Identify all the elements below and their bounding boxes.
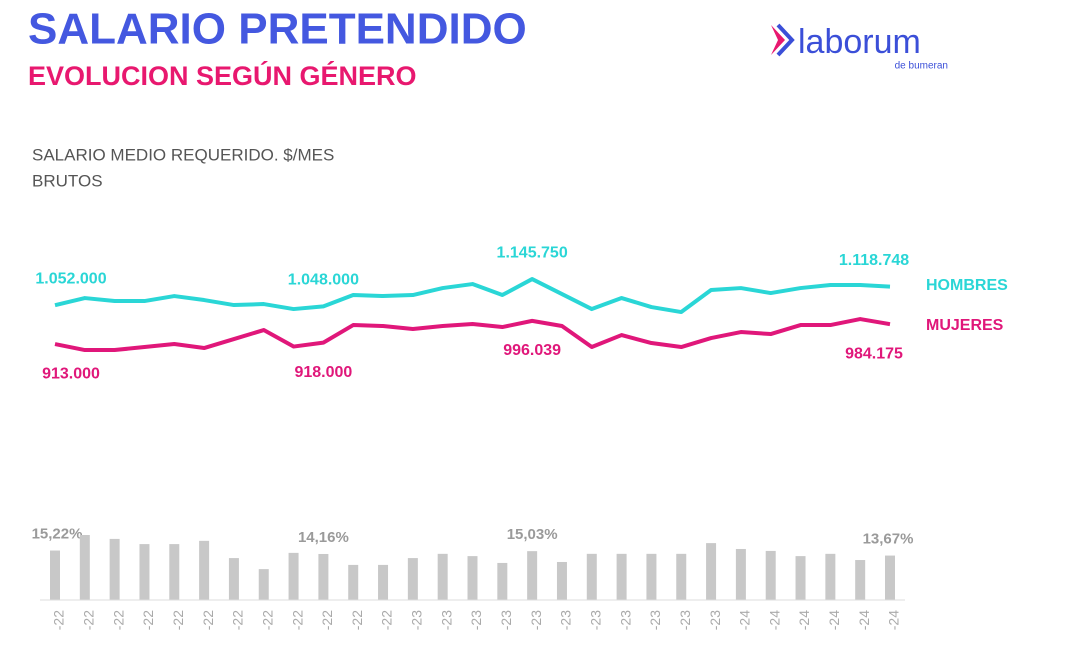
bar — [79, 535, 90, 600]
bar — [527, 551, 538, 600]
bar — [556, 561, 567, 600]
x-tick-label: -23 — [647, 610, 663, 630]
bar — [735, 548, 746, 600]
x-tick-label: -22 — [379, 610, 395, 630]
bar — [616, 553, 627, 600]
bar — [199, 540, 210, 600]
x-tick-label: -22 — [51, 610, 67, 630]
bar — [258, 569, 269, 600]
data-label: 1.048.000 — [288, 272, 359, 289]
bar — [407, 558, 418, 600]
bar — [706, 543, 717, 600]
bar-label: 15,22% — [32, 526, 83, 543]
logo-icon — [771, 25, 785, 55]
x-tick-label: -24 — [796, 610, 812, 630]
data-label: 984.175 — [845, 345, 903, 362]
chart-subtitle: EVOLUCION SEGÚN GÉNERO — [28, 60, 417, 91]
x-tick-label: -22 — [349, 610, 365, 630]
bar — [50, 550, 60, 600]
bar-label: 13,67% — [863, 531, 914, 548]
x-tick-label: -24 — [737, 610, 753, 630]
bar — [139, 544, 150, 600]
x-tick-label: -23 — [617, 610, 633, 630]
data-label: 913.000 — [42, 365, 100, 382]
bar — [348, 564, 359, 600]
y-axis-label: SALARIO MEDIO REQUERIDO. $/MES — [32, 145, 334, 164]
x-tick-label: -23 — [528, 610, 544, 630]
x-tick-label: -23 — [498, 610, 514, 630]
bar — [288, 552, 299, 600]
x-tick-label: -22 — [289, 610, 305, 630]
bar — [855, 560, 866, 600]
bar — [497, 562, 508, 600]
x-tick-label: -23 — [438, 610, 454, 630]
x-tick-label: -23 — [558, 610, 574, 630]
bar — [467, 556, 478, 600]
data-label: 1.118.748 — [839, 252, 909, 269]
x-tick-label: -23 — [468, 610, 484, 630]
logo-tagline: de bumeran — [895, 61, 948, 72]
chart-title: SALARIO PRETENDIDO — [28, 5, 527, 54]
bar — [885, 555, 895, 600]
bar — [586, 553, 597, 600]
bar — [109, 538, 120, 600]
x-tick-label: -24 — [886, 610, 902, 630]
bar — [765, 550, 776, 600]
bar — [646, 553, 657, 600]
logo-text: laborum — [798, 23, 921, 61]
bar-label: 15,03% — [507, 526, 558, 543]
bar-label: 14,16% — [298, 529, 349, 546]
x-tick-label: -22 — [200, 610, 216, 630]
y-axis-label: BRUTOS — [32, 171, 103, 190]
x-tick-label: -24 — [766, 610, 782, 630]
line — [54, 277, 891, 315]
x-tick-label: -22 — [110, 610, 126, 630]
x-tick-label: -22 — [140, 610, 156, 630]
x-tick-label: -23 — [677, 610, 693, 630]
bar — [228, 558, 239, 600]
x-tick-label: -22 — [81, 610, 97, 630]
x-tick-label: -23 — [707, 610, 723, 630]
bar — [378, 564, 389, 600]
data-label: 1.052.000 — [35, 270, 106, 287]
bar — [825, 553, 836, 600]
bar — [318, 553, 329, 600]
x-tick-label: -22 — [170, 610, 186, 630]
x-tick-label: -22 — [230, 610, 246, 630]
x-tick-label: -22 — [319, 610, 335, 630]
bar — [676, 553, 687, 600]
bar — [437, 553, 448, 600]
x-tick-label: -24 — [856, 610, 872, 630]
x-tick-label: -23 — [587, 610, 603, 630]
x-tick-label: -24 — [826, 610, 842, 630]
bar — [795, 556, 806, 600]
data-label: 996.039 — [503, 342, 561, 359]
legend-label: MUJERES — [926, 317, 1004, 334]
logo-icon — [776, 23, 795, 57]
data-label: 1.145.750 — [497, 244, 568, 261]
bar — [169, 544, 180, 600]
x-tick-label: -22 — [259, 610, 275, 630]
line — [54, 317, 891, 353]
legend-label: HOMBRES — [926, 277, 1008, 294]
x-tick-label: -23 — [409, 610, 425, 630]
data-label: 918.000 — [294, 364, 352, 381]
